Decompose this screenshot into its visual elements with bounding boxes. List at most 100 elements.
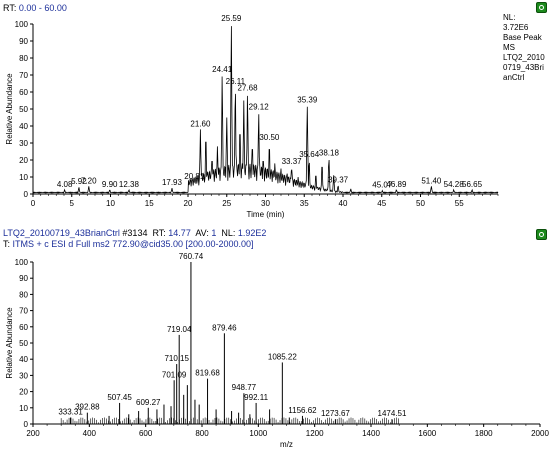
peak-label: 17.93 xyxy=(162,178,183,187)
y-tick-label: 50 xyxy=(19,339,28,348)
x-tick-label: 1000 xyxy=(249,429,267,438)
range-key: RT: xyxy=(3,3,17,13)
peak-label: 392.88 xyxy=(75,403,100,412)
peak-label: 29.12 xyxy=(249,102,270,111)
x-tick-label: 2000 xyxy=(531,429,549,438)
x-tick-label: 1400 xyxy=(362,429,380,438)
peak-label: 45.07 xyxy=(372,181,393,190)
peak-label: 992.11 xyxy=(244,393,268,402)
x-axis-label: Time (min) xyxy=(247,210,285,219)
spectrum-header-segment: 1 xyxy=(211,228,217,238)
spectrum-header-segment: ITMS + c ESI d Full ms2 772.90@cid35.00 … xyxy=(12,239,254,249)
peak-label: 710.15 xyxy=(164,354,189,363)
restore-pane-icon[interactable] xyxy=(536,229,547,240)
chromatogram-info-line: LTQ2_2010 xyxy=(503,53,545,62)
chromatogram-info: NL: 3.72E6 Base Peak MS LTQ2_2010 0719_43Bri a… xyxy=(503,13,549,83)
peak-label: 819.68 xyxy=(195,369,220,378)
y-tick-label: 10 xyxy=(19,173,28,182)
peak-label: 51.40 xyxy=(421,176,442,185)
y-tick-label: 60 xyxy=(19,88,28,97)
peak-label: 56.65 xyxy=(462,180,483,189)
x-tick-label: 35 xyxy=(300,199,309,208)
x-tick-label: 55 xyxy=(455,199,464,208)
x-tick-label: 30 xyxy=(261,199,270,208)
x-tick-label: 200 xyxy=(26,429,40,438)
y-tick-label: 90 xyxy=(19,37,28,46)
peak-label: 12.38 xyxy=(119,180,140,189)
y-axis-label: Relative Abundance xyxy=(5,307,14,379)
chromatogram-info-line: MS xyxy=(503,43,515,52)
peak-label: 24.41 xyxy=(212,65,233,74)
peak-label: 35.64 xyxy=(299,150,320,159)
y-tick-label: 70 xyxy=(19,71,28,80)
x-tick-label: 20 xyxy=(184,199,193,208)
peak-label: 35.39 xyxy=(297,96,318,105)
y-tick-label: 0 xyxy=(24,420,29,429)
peak-label: 46.89 xyxy=(386,180,407,189)
spectrum-header-segment: #3134 RT: xyxy=(119,228,169,238)
x-tick-label: 50 xyxy=(416,199,425,208)
peak-label: 30.50 xyxy=(259,133,280,142)
peak-label: 1474.51 xyxy=(378,409,407,418)
y-tick-label: 90 xyxy=(19,274,28,283)
peak-label: 7.20 xyxy=(81,176,97,185)
spectrum-header-segment: AV: xyxy=(190,228,212,238)
chromatogram-trace xyxy=(32,26,499,194)
peak-label: 879.46 xyxy=(212,323,237,332)
x-tick-label: 45 xyxy=(377,199,386,208)
x-tick-label: 800 xyxy=(195,429,209,438)
peak-label: 39.37 xyxy=(328,176,349,185)
chromatogram-chart: 0 10 20 30 40 50 60 70 80 90 100 0 5 10 15 20 25 30 35 40 45… xyxy=(5,14,499,219)
peak-label: 609.27 xyxy=(136,398,161,407)
y-tick-label: 40 xyxy=(19,355,28,364)
y-tick-label: 10 xyxy=(19,404,28,413)
y-tick-label: 30 xyxy=(19,371,28,380)
peak-label: 21.60 xyxy=(190,119,211,128)
peak-label: 25.59 xyxy=(221,14,242,23)
peak-label: 701.09 xyxy=(162,370,187,379)
peak-label: 1156.62 xyxy=(288,406,317,415)
chromatogram-info-line: Base Peak xyxy=(503,33,542,42)
chromatogram-info-line: 3.72E6 xyxy=(503,23,529,32)
peak-label: 507.45 xyxy=(107,393,132,402)
y-tick-label: 60 xyxy=(19,323,28,332)
restore-pane-icon[interactable] xyxy=(536,2,547,13)
x-tick-label: 600 xyxy=(139,429,153,438)
x-tick-label: 1600 xyxy=(418,429,436,438)
y-tick-label: 70 xyxy=(19,307,28,316)
y-tick-label: 100 xyxy=(15,20,29,29)
spectrum-header-segment: T: xyxy=(3,239,13,249)
spectrum-header-line2: T: ITMS + c ESI d Full ms2 772.90@cid35.… xyxy=(3,238,254,250)
peak-label: 333.31 xyxy=(58,408,83,417)
chromatogram-info-line: 0719_43Bri xyxy=(503,63,544,72)
y-tick-label: 80 xyxy=(19,290,28,299)
y-tick-label: 20 xyxy=(19,388,28,397)
x-tick-label: 0 xyxy=(31,199,36,208)
spectrum-chart: 0 10 20 30 40 50 60 70 80 90 100 200 400 600 800 1000 12… xyxy=(5,252,549,449)
x-tick-label: 1800 xyxy=(475,429,493,438)
spectrum-header-line1: LTQ2_20100719_43BrianCtrl #3134 RT: 14.7… xyxy=(3,227,266,239)
x-tick-label: 40 xyxy=(339,199,348,208)
peak-label: 26.11 xyxy=(226,77,246,86)
y-tick-label: 40 xyxy=(19,122,28,131)
chromatogram-info-line: anCtrl xyxy=(503,73,525,82)
y-tick-label: 50 xyxy=(19,105,28,114)
spectrum-header-segment: 14.77 xyxy=(168,228,191,238)
range-value: 0.00 - 60.00 xyxy=(18,3,67,13)
y-tick-label: 30 xyxy=(19,139,28,148)
chromatogram-info-line: NL: xyxy=(503,13,516,22)
x-tick-label: 400 xyxy=(83,429,97,438)
peak-label: 9.90 xyxy=(102,180,118,189)
x-axis-label: m/z xyxy=(280,440,293,449)
peak-label: 20.81 xyxy=(184,172,205,181)
peak-label: 38.18 xyxy=(319,148,340,157)
y-tick-label: 0 xyxy=(24,190,29,199)
peak-label: 948.77 xyxy=(232,383,257,392)
y-axis-label: Relative Abundance xyxy=(5,73,14,145)
spectrum-header-segment: 1.92E2 xyxy=(237,228,267,238)
peak-label: 54.28 xyxy=(444,180,465,189)
x-tick-label: 25 xyxy=(222,199,231,208)
y-tick-label: 100 xyxy=(15,258,29,267)
x-tick-label: 1200 xyxy=(306,429,324,438)
spectrum-header-segment: NL: xyxy=(216,228,238,238)
